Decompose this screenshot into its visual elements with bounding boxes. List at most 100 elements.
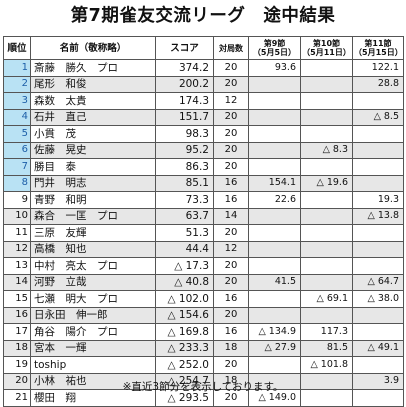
games-cell: 12 [213, 92, 249, 110]
week9-cell [248, 207, 301, 225]
rank-cell: 7 [3, 158, 31, 176]
week10-cell: △ 69.1 [300, 290, 353, 308]
games-cell: 20 [213, 306, 249, 324]
games-cell: 16 [213, 174, 249, 192]
games-cell: 16 [213, 290, 249, 308]
week9-cell: 93.6 [248, 59, 301, 77]
name-cell: 角谷 陽介 プロ [30, 323, 156, 341]
games-cell: 16 [213, 323, 249, 341]
week11-cell [352, 141, 404, 159]
table-row: 15 七瀬 明大 プロ △ 102.0 16 △ 69.1 △ 38.0 [3, 290, 404, 308]
name-cell: 小林 祐也 [30, 372, 156, 390]
table-row: 3 森数 太貴 174.3 12 [3, 92, 404, 110]
week9-cell [248, 356, 301, 374]
week9-cell [248, 108, 301, 126]
week9-cell: 41.5 [248, 273, 301, 291]
rank-cell: 10 [3, 207, 31, 225]
week10-cell [300, 158, 353, 176]
score-cell: △ 17.3 [155, 257, 214, 275]
rank-cell: 16 [3, 306, 31, 324]
week11-cell [352, 323, 404, 341]
score-cell: 85.1 [155, 174, 214, 192]
rank-cell: 8 [3, 174, 31, 192]
week11-cell: 28.8 [352, 75, 404, 93]
games-cell: 12 [213, 240, 249, 258]
week10-cell [300, 306, 353, 324]
name-cell: 石井 直己 [30, 108, 156, 126]
table-row: 19 toship △ 252.0 20 △ 101.8 [3, 356, 404, 374]
week10-cell [300, 59, 353, 77]
name-cell: 河野 立哉 [30, 273, 156, 291]
table-row: 17 角谷 陽介 プロ △ 169.8 16 △ 134.9 117.3 [3, 323, 404, 341]
week10-cell [300, 191, 353, 209]
table-row: 1 斎藤 勝久 プロ 374.2 20 93.6 122.1 [3, 59, 404, 77]
name-cell: 中村 亮太 プロ [30, 257, 156, 275]
table-row: 10 森合 一匡 プロ 63.7 14 △ 13.8 [3, 207, 404, 225]
score-cell: 51.3 [155, 224, 214, 242]
games-cell: 20 [213, 125, 249, 143]
rank-cell: 19 [3, 356, 31, 374]
week9-cell [248, 372, 301, 390]
week11-cell: △ 49.1 [352, 339, 404, 357]
rank-cell: 15 [3, 290, 31, 308]
table-row: 16 日永田 伸一郎 △ 154.6 20 [3, 306, 404, 324]
week11-cell: △ 38.0 [352, 290, 404, 308]
score-cell: △ 154.6 [155, 306, 214, 324]
score-cell: 374.2 [155, 59, 214, 77]
games-cell: 20 [213, 224, 249, 242]
week10-cell [300, 273, 353, 291]
games-cell: 20 [213, 158, 249, 176]
week9-cell [248, 257, 301, 275]
table-row: 21 櫻田 翔 △ 293.5 20 △ 149.0 [3, 389, 404, 407]
score-cell: 86.3 [155, 158, 214, 176]
table-row: 2 尾形 和俊 200.2 20 28.8 [3, 75, 404, 93]
week10-cell [300, 257, 353, 275]
week9-cell: 154.1 [248, 174, 301, 192]
week11-cell [352, 174, 404, 192]
week10-cell: 117.3 [300, 323, 353, 341]
week9-cell [248, 125, 301, 143]
week10-cell: △ 19.6 [300, 174, 353, 192]
header-week11: 第11節 （5月15日） [352, 36, 404, 60]
week10-cell [300, 207, 353, 225]
week10-cell [300, 224, 353, 242]
games-cell: 18 [213, 339, 249, 357]
table-row: 9 青野 和明 73.3 16 22.6 19.3 [3, 191, 404, 209]
week9-cell: △ 27.9 [248, 339, 301, 357]
rank-cell: 3 [3, 92, 31, 110]
score-cell: △ 252.0 [155, 356, 214, 374]
header-week10: 第10節 （5月11日） [300, 36, 353, 60]
table-row: 5 小貫 茂 98.3 20 [3, 125, 404, 143]
name-cell: 三原 友輝 [30, 224, 156, 242]
rank-cell: 1 [3, 59, 31, 77]
games-cell: 20 [213, 59, 249, 77]
week11-cell [352, 224, 404, 242]
week9-cell [248, 224, 301, 242]
rank-cell: 18 [3, 339, 31, 357]
rank-cell: 9 [3, 191, 31, 209]
name-cell: 高橋 知也 [30, 240, 156, 258]
week11-cell: 19.3 [352, 191, 404, 209]
standings-table: 順位 名前（敬称略） スコア 対局数 第9節 （5月5日） 第10節 （5月11… [3, 36, 404, 407]
name-cell: 宮本 一輝 [30, 339, 156, 357]
name-cell: toship [30, 356, 156, 374]
table-row: 13 中村 亮太 プロ △ 17.3 20 [3, 257, 404, 275]
score-cell: 151.7 [155, 108, 214, 126]
score-cell: △ 40.8 [155, 273, 214, 291]
week9-cell [248, 240, 301, 258]
name-cell: 七瀬 明大 プロ [30, 290, 156, 308]
table-header-row: 順位 名前（敬称略） スコア 対局数 第9節 （5月5日） 第10節 （5月11… [3, 36, 404, 60]
rank-cell: 17 [3, 323, 31, 341]
week9-cell [248, 141, 301, 159]
rank-cell: 2 [3, 75, 31, 93]
week10-cell: △ 8.3 [300, 141, 353, 159]
week10-cell [300, 372, 353, 390]
score-cell: △ 169.8 [155, 323, 214, 341]
table-row: 14 河野 立哉 △ 40.8 20 41.5 △ 64.7 [3, 273, 404, 291]
table-row: 4 石井 直己 151.7 20 △ 8.5 [3, 108, 404, 126]
week11-cell [352, 306, 404, 324]
name-cell: 森数 太貴 [30, 92, 156, 110]
table-row: 6 佐藤 晃史 95.2 20 △ 8.3 [3, 141, 404, 159]
week11-cell: 122.1 [352, 59, 404, 77]
week11-cell: △ 64.7 [352, 273, 404, 291]
